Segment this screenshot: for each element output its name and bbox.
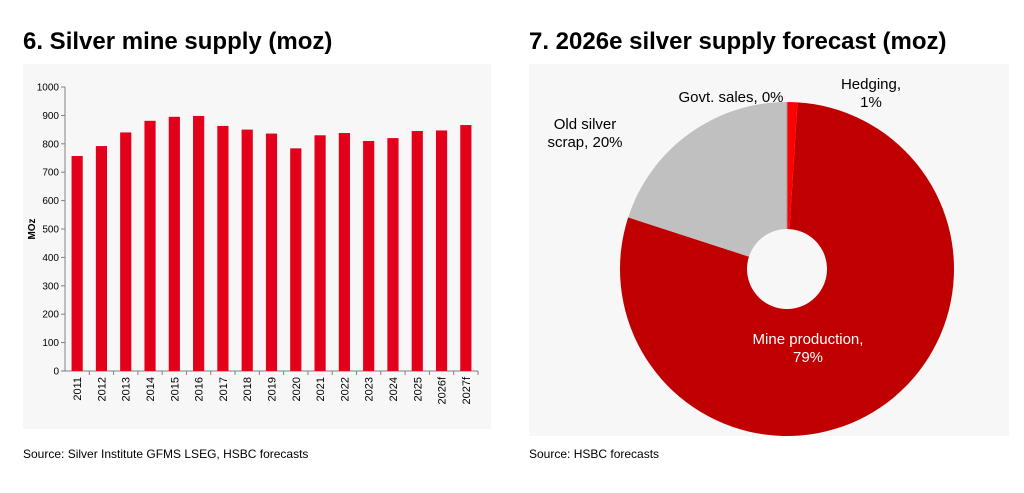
y-tick-label: 300: [42, 281, 59, 292]
x-tick-label: 2027f: [461, 376, 473, 404]
mine-supply-panel: 6. Silver mine supply (moz) 0 100 200 300 40…: [0, 0, 510, 493]
bar: [460, 125, 472, 371]
x-tick-label: 2025: [412, 377, 424, 401]
slice-value-label: 1%: [860, 94, 882, 111]
bar: [120, 132, 132, 371]
x-tick-label: 2015: [169, 377, 181, 401]
x-tick-label: 2013: [121, 377, 133, 401]
bar: [411, 131, 423, 371]
slice-value-label: scrap, 20%: [547, 134, 622, 151]
bar: [95, 146, 108, 371]
x-tick-label: 2026f: [437, 376, 449, 404]
bar-chart: 0 100 200 300 400 500 600 700 800 900 1000 MOz 2011 2…: [27, 83, 479, 405]
x-tick-label: 2022: [339, 377, 351, 401]
y-tick-label: 100: [42, 338, 59, 349]
y-tick-label: 0: [53, 367, 59, 378]
pie-chart-area: Hedging, 1% Mine production, 79% Old silver s…: [529, 64, 1009, 436]
x-tick-label: 2016: [194, 377, 206, 401]
y-tick-label: 1000: [37, 83, 60, 94]
x-tick-label: 2019: [267, 377, 279, 401]
x-tick-label: 2023: [364, 377, 376, 401]
y-tick-label: 600: [42, 196, 59, 207]
chart-title: 6. Silver mine supply (moz): [23, 28, 333, 55]
y-tick-label: 900: [42, 111, 59, 122]
bar: [314, 135, 326, 371]
slice-value-label: 79%: [793, 349, 823, 366]
bar: [241, 129, 253, 371]
y-tick-label: 400: [42, 253, 59, 264]
chart-title: 7. 2026e silver supply forecast (moz): [529, 28, 947, 55]
bar: [193, 115, 205, 371]
slice-label: Hedging,: [841, 76, 901, 93]
y-tick-label: 700: [42, 168, 59, 179]
bar: [144, 120, 156, 371]
slice-label: Govt. sales, 0%: [678, 89, 783, 106]
slice-label: Mine production,: [753, 331, 864, 348]
bar: [265, 133, 278, 371]
y-tick-label: 500: [42, 225, 59, 236]
x-tick-label: 2024: [388, 377, 400, 401]
bar: [217, 125, 229, 371]
x-tick-label: 2017: [218, 377, 230, 401]
x-tick-label: 2021: [315, 377, 327, 401]
pie-slice: [620, 102, 954, 436]
x-tick-label: 2018: [242, 377, 254, 401]
source-note: Source: Silver Institute GFMS LSEG, HSBC…: [23, 447, 309, 461]
bar: [71, 156, 83, 371]
source-note: Source: HSBC forecasts: [529, 447, 660, 461]
y-axis-label: MOz: [27, 218, 38, 239]
pie-slice: [787, 102, 798, 230]
x-tick-label: 2011: [72, 377, 84, 401]
pie-slice: [628, 102, 787, 257]
x-tick-label: 2020: [291, 377, 303, 401]
x-tick-label: 2014: [145, 377, 157, 401]
donut-chart: Hedging,1% Mine production,79% Old silvers…: [547, 76, 954, 436]
y-tick-label: 200: [42, 310, 59, 321]
supply-forecast-panel: 7. 2026e silver supply forecast (moz) He…: [510, 0, 1024, 493]
x-tick-label: 2012: [96, 377, 108, 401]
bar: [387, 138, 399, 371]
bar-chart-area: 0 100 200 300 400 500 600 700 800 900 1000 MOz 2011 2…: [23, 64, 491, 429]
y-tick-label: 800: [42, 139, 59, 150]
slice-label: Old silver: [554, 116, 617, 133]
bar: [363, 140, 375, 371]
bar: [168, 116, 180, 371]
bar: [290, 148, 302, 371]
bar: [338, 133, 350, 371]
bar: [435, 130, 448, 371]
